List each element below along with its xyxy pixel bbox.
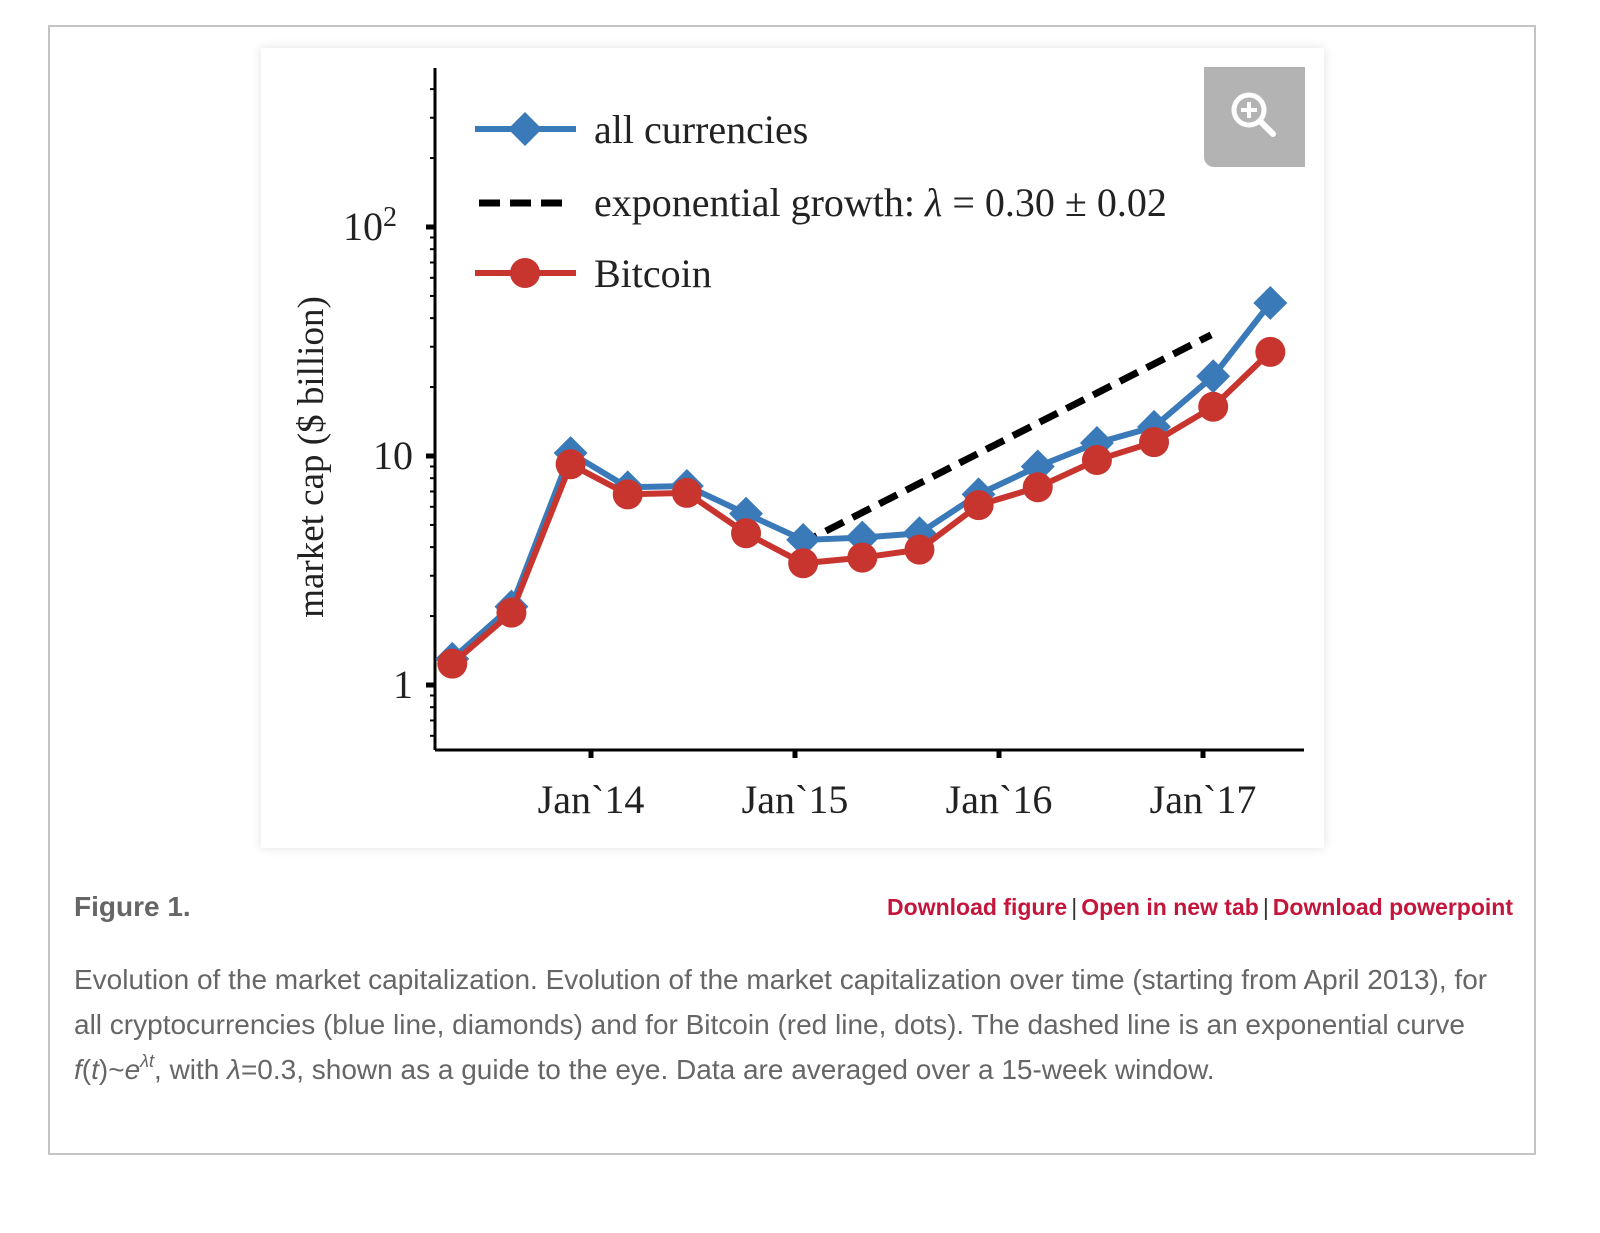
x-tick-label: Jan`17: [1150, 777, 1257, 822]
y-axis-label: market cap ($ billion): [291, 296, 332, 618]
y-axis-ticks: 1 10 102: [343, 88, 435, 737]
data-point-circle: [1081, 445, 1112, 476]
data-point-circle: [1255, 336, 1286, 367]
data-point-diamond: [1253, 285, 1288, 320]
y-tick-label: 10: [373, 433, 413, 478]
x-tick-label: Jan`14: [538, 777, 645, 822]
figure-image[interactable]: 1 10 102 Jan`14 Jan`15 Jan`16 Jan`17 market c…: [261, 48, 1324, 848]
data-point-circle: [1022, 472, 1053, 503]
download-powerpoint-link[interactable]: Download powerpoint: [1272, 894, 1513, 920]
legend: all currencies exponential growth: λ = 0…: [475, 107, 1167, 296]
legend-label-exponential: exponential growth: λ = 0.30 ± 0.02: [594, 180, 1167, 225]
link-separator: |: [1262, 894, 1269, 920]
link-separator: |: [1071, 894, 1078, 920]
legend-entry-bitcoin: Bitcoin: [475, 251, 712, 296]
legend-label-bitcoin: Bitcoin: [594, 251, 712, 296]
figure-caption: Evolution of the market capitalization. …: [74, 964, 1488, 1085]
data-point-diamond: [786, 522, 821, 557]
series-line: [450, 349, 1273, 666]
download-figure-link[interactable]: Download figure: [887, 894, 1068, 920]
exponential-fit-line: [797, 331, 1213, 548]
data-point-circle: [731, 518, 762, 549]
legend-marker-circle: [510, 258, 540, 288]
figure-label: Figure 1.: [74, 891, 191, 922]
data-point-circle: [496, 597, 527, 628]
figure-links: Download figure | Open in new tab | Download…: [887, 894, 1513, 921]
legend-label-all-currencies: all currencies: [594, 107, 808, 152]
axes: [433, 68, 1304, 752]
y-tick-label: 102: [343, 202, 397, 249]
data-point-diamond: [1196, 359, 1231, 394]
x-tick-label: Jan`16: [946, 777, 1053, 822]
x-tick-label: Jan`15: [742, 777, 849, 822]
market-cap-chart: 1 10 102 Jan`14 Jan`15 Jan`16 Jan`17 market c…: [291, 68, 1304, 822]
zoom-in-icon: [1231, 92, 1276, 137]
series-bitcoin: [437, 336, 1286, 679]
legend-entry-all-currencies: all currencies: [475, 107, 808, 152]
y-tick-label: 1: [393, 662, 413, 707]
data-point-circle: [963, 490, 994, 521]
x-axis-ticks: Jan`14 Jan`15 Jan`16 Jan`17: [538, 750, 1257, 822]
data-point-circle: [612, 479, 643, 510]
data-point-circle: [847, 542, 878, 573]
series-group: [435, 285, 1288, 679]
data-point-circle: [904, 534, 935, 565]
legend-entry-exponential: exponential growth: λ = 0.30 ± 0.02: [479, 180, 1167, 225]
data-point-circle: [437, 648, 468, 679]
exponential-dashed-line: [797, 331, 1213, 548]
series-line: [450, 301, 1273, 662]
open-in-new-tab-link[interactable]: Open in new tab: [1081, 894, 1259, 920]
zoom-figure-button[interactable]: [1204, 67, 1305, 167]
data-point-circle: [1139, 427, 1170, 458]
data-point-circle: [1198, 391, 1229, 422]
data-point-circle: [555, 449, 586, 480]
legend-marker-diamond: [508, 112, 542, 146]
data-point-circle: [671, 477, 702, 508]
data-point-circle: [788, 548, 819, 579]
